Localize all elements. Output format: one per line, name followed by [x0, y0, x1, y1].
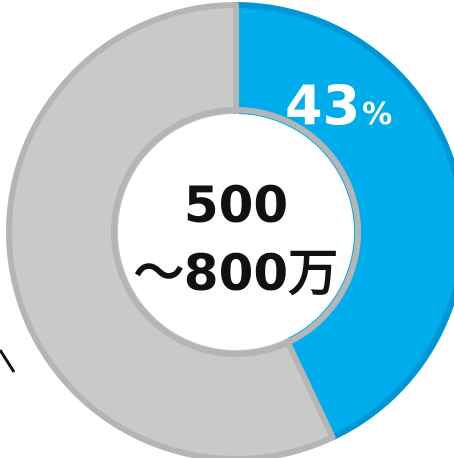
slice-data-label: 43% — [285, 74, 392, 137]
leader-line — [0, 349, 16, 373]
center-label-line2: ～800万 — [134, 244, 338, 302]
donut-hole — [118, 114, 354, 350]
center-label-line1: 500 — [184, 176, 288, 234]
donut-hole-outline — [111, 107, 361, 357]
